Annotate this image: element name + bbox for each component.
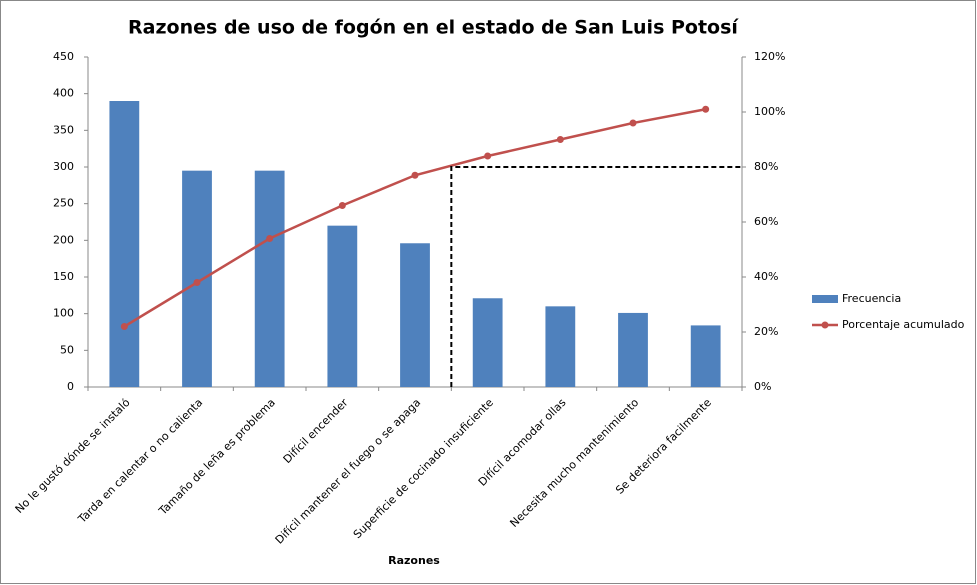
y-tick-label: 300 xyxy=(53,160,74,173)
y2-tick-label: 40% xyxy=(754,270,778,283)
y-tick-label: 0 xyxy=(67,380,74,393)
line-point xyxy=(193,279,201,286)
line-point xyxy=(702,105,710,113)
y2-tick-label: 120% xyxy=(754,50,785,63)
y2-tick-label: 100% xyxy=(754,105,785,118)
reference-line xyxy=(450,166,742,387)
bar xyxy=(400,243,430,387)
bar xyxy=(109,101,140,387)
y2-tick-label: 60% xyxy=(754,215,778,228)
y-tick-label: 150 xyxy=(53,270,74,283)
bar xyxy=(182,170,212,387)
y-tick-label: 350 xyxy=(53,123,74,136)
line-point xyxy=(120,323,128,330)
legend-label: Frecuencia xyxy=(842,292,901,305)
line-point xyxy=(629,119,637,127)
bar xyxy=(327,225,358,387)
y-tick-label: 250 xyxy=(53,197,74,210)
legend-swatch xyxy=(812,295,838,303)
y-tick-label: 50 xyxy=(60,343,74,356)
line-point xyxy=(411,171,419,179)
legend-swatch xyxy=(821,321,829,329)
y-tick-label: 200 xyxy=(53,233,74,246)
line-point xyxy=(484,152,492,160)
line-point xyxy=(266,235,274,242)
y-tick-label: 400 xyxy=(53,87,74,100)
bar xyxy=(254,170,285,387)
legend-label: Porcentaje acumulado xyxy=(842,318,965,331)
y2-tick-label: 0% xyxy=(754,380,771,393)
y2-tick-label: 80% xyxy=(754,160,778,173)
bar xyxy=(618,312,648,387)
y2-tick-label: 20% xyxy=(754,325,778,338)
bar xyxy=(472,298,503,387)
y-tick-label: 450 xyxy=(53,50,74,63)
line-point xyxy=(338,202,346,209)
line-point xyxy=(556,136,564,143)
x-axis-title: Razones xyxy=(388,554,440,567)
y-tick-label: 100 xyxy=(53,307,74,320)
bar xyxy=(545,306,576,387)
chart-title: Razones de uso de fogón en el estado de … xyxy=(128,17,739,39)
bar xyxy=(690,325,721,387)
